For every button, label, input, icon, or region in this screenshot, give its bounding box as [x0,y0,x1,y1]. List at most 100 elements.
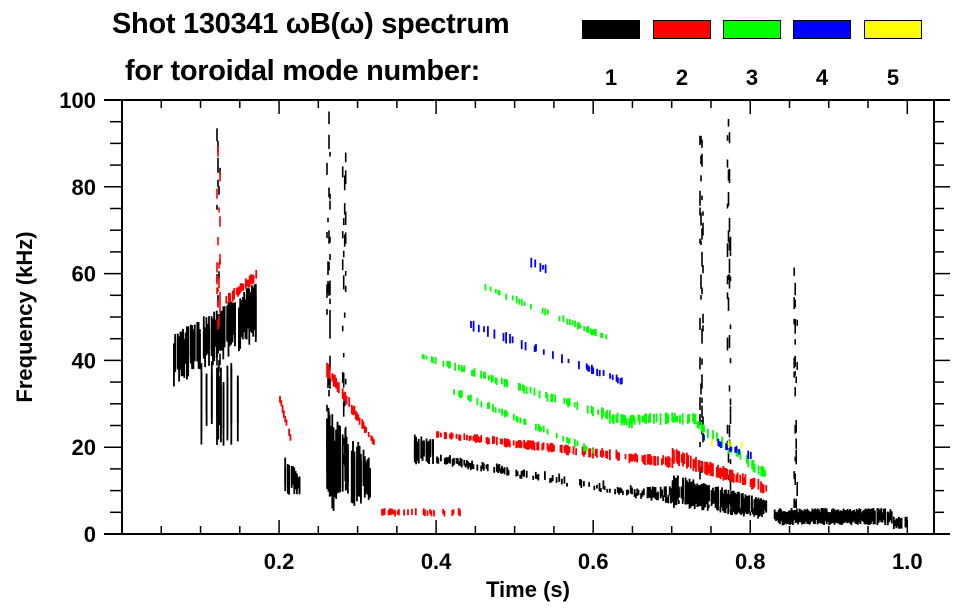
spectral-mark [563,445,566,453]
spectral-mark [216,275,218,285]
spectral-mark [219,376,221,389]
spectral-mark [699,397,701,411]
spectral-mark [596,368,598,376]
spectral-mark [700,240,702,245]
spectral-mark [726,444,729,451]
spectral-mark [497,464,499,473]
spectral-mark [736,472,739,483]
spectral-mark [566,482,568,487]
spectral-mark [327,376,329,389]
spectral-mark [794,282,796,296]
spectral-mark [488,438,490,445]
spectral-mark [341,434,344,491]
spectral-mark [534,259,537,268]
spectral-mark [363,425,366,433]
spectral-mark [667,494,670,504]
spectral-mark [601,448,603,458]
spectral-mark [706,462,709,476]
spectral-mark [428,440,430,464]
spectral-mark [728,424,731,438]
spectral-mark [716,504,719,511]
spectral-mark [226,365,229,441]
spectral-mark [343,203,346,215]
spectral-mark [762,499,765,515]
spectral-mark [707,428,709,439]
spectral-mark [480,401,483,408]
spectral-mark [453,389,455,395]
spectral-mark [699,441,701,448]
spectral-mark [554,394,557,403]
spectral-mark [727,490,730,510]
spectral-mark [615,449,618,459]
spectral-mark [458,461,460,466]
spectral-mark [473,368,476,377]
spectral-mark [505,409,507,416]
spectral-mark [735,510,737,515]
spectral-mark [585,446,588,452]
spectral-mark [233,288,235,300]
spectral-mark [329,193,331,200]
spectral-mark [354,410,357,420]
spectral-mark [480,435,483,443]
spectral-mark [742,510,745,517]
feature-mode-2 [216,146,221,330]
spectral-mark [576,322,579,330]
spectral-mark [614,488,616,495]
spectral-mark [567,358,570,363]
spectral-mark [334,441,336,476]
spectral-mark [803,509,806,524]
spectral-mark [752,460,755,472]
spectral-mark [667,414,670,424]
spectral-mark [606,488,609,493]
spectral-mark [471,460,473,469]
spectral-mark [341,166,344,178]
spectral-mark [254,294,257,342]
spectral-mark [459,509,461,517]
spectral-mark [472,370,475,377]
spectral-mark [396,510,399,515]
spectral-mark [765,485,768,492]
spectral-mark [345,436,348,490]
spectral-mark [606,450,609,459]
spectral-mark [326,309,328,315]
spectral-mark [425,443,428,454]
spectral-mark [672,416,675,423]
spectral-mark [227,316,230,357]
spectral-mark [356,412,358,421]
spectral-mark [676,487,679,499]
spectral-mark [757,478,760,490]
legend-label-mode-1: 1 [604,65,618,90]
spectral-mark [348,397,351,407]
spectral-mark [469,435,472,441]
spectral-mark [684,477,687,503]
spectral-mark [747,450,750,459]
spectral-mark [344,170,347,184]
spectral-mark [725,468,727,481]
spectral-mark [555,477,558,483]
x-tick-label: 0.2 [264,549,295,574]
spectral-mark [367,458,370,500]
spectral-mark [790,508,793,523]
spectral-mark [238,286,241,295]
spectral-mark [723,492,726,508]
spectral-mark [729,398,732,406]
spectral-mark [535,423,537,431]
spectral-mark [523,301,526,307]
spectral-mark [219,301,221,313]
spectral-mark [799,512,802,523]
spectral-mark [443,510,446,517]
spectral-mark [280,400,283,407]
spectral-mark [353,405,356,415]
spectral-mark [326,362,328,378]
spectral-mark [776,512,779,521]
spectral-mark [403,509,405,516]
spectral-mark [234,302,236,347]
spectral-mark [904,516,907,526]
spectral-mark [382,508,385,516]
spectral-mark [520,471,523,479]
spectral-mark [537,473,540,481]
spectral-mark [546,429,549,435]
spectral-mark [297,477,300,487]
spectral-mark [492,403,494,412]
spectral-mark [701,328,703,344]
